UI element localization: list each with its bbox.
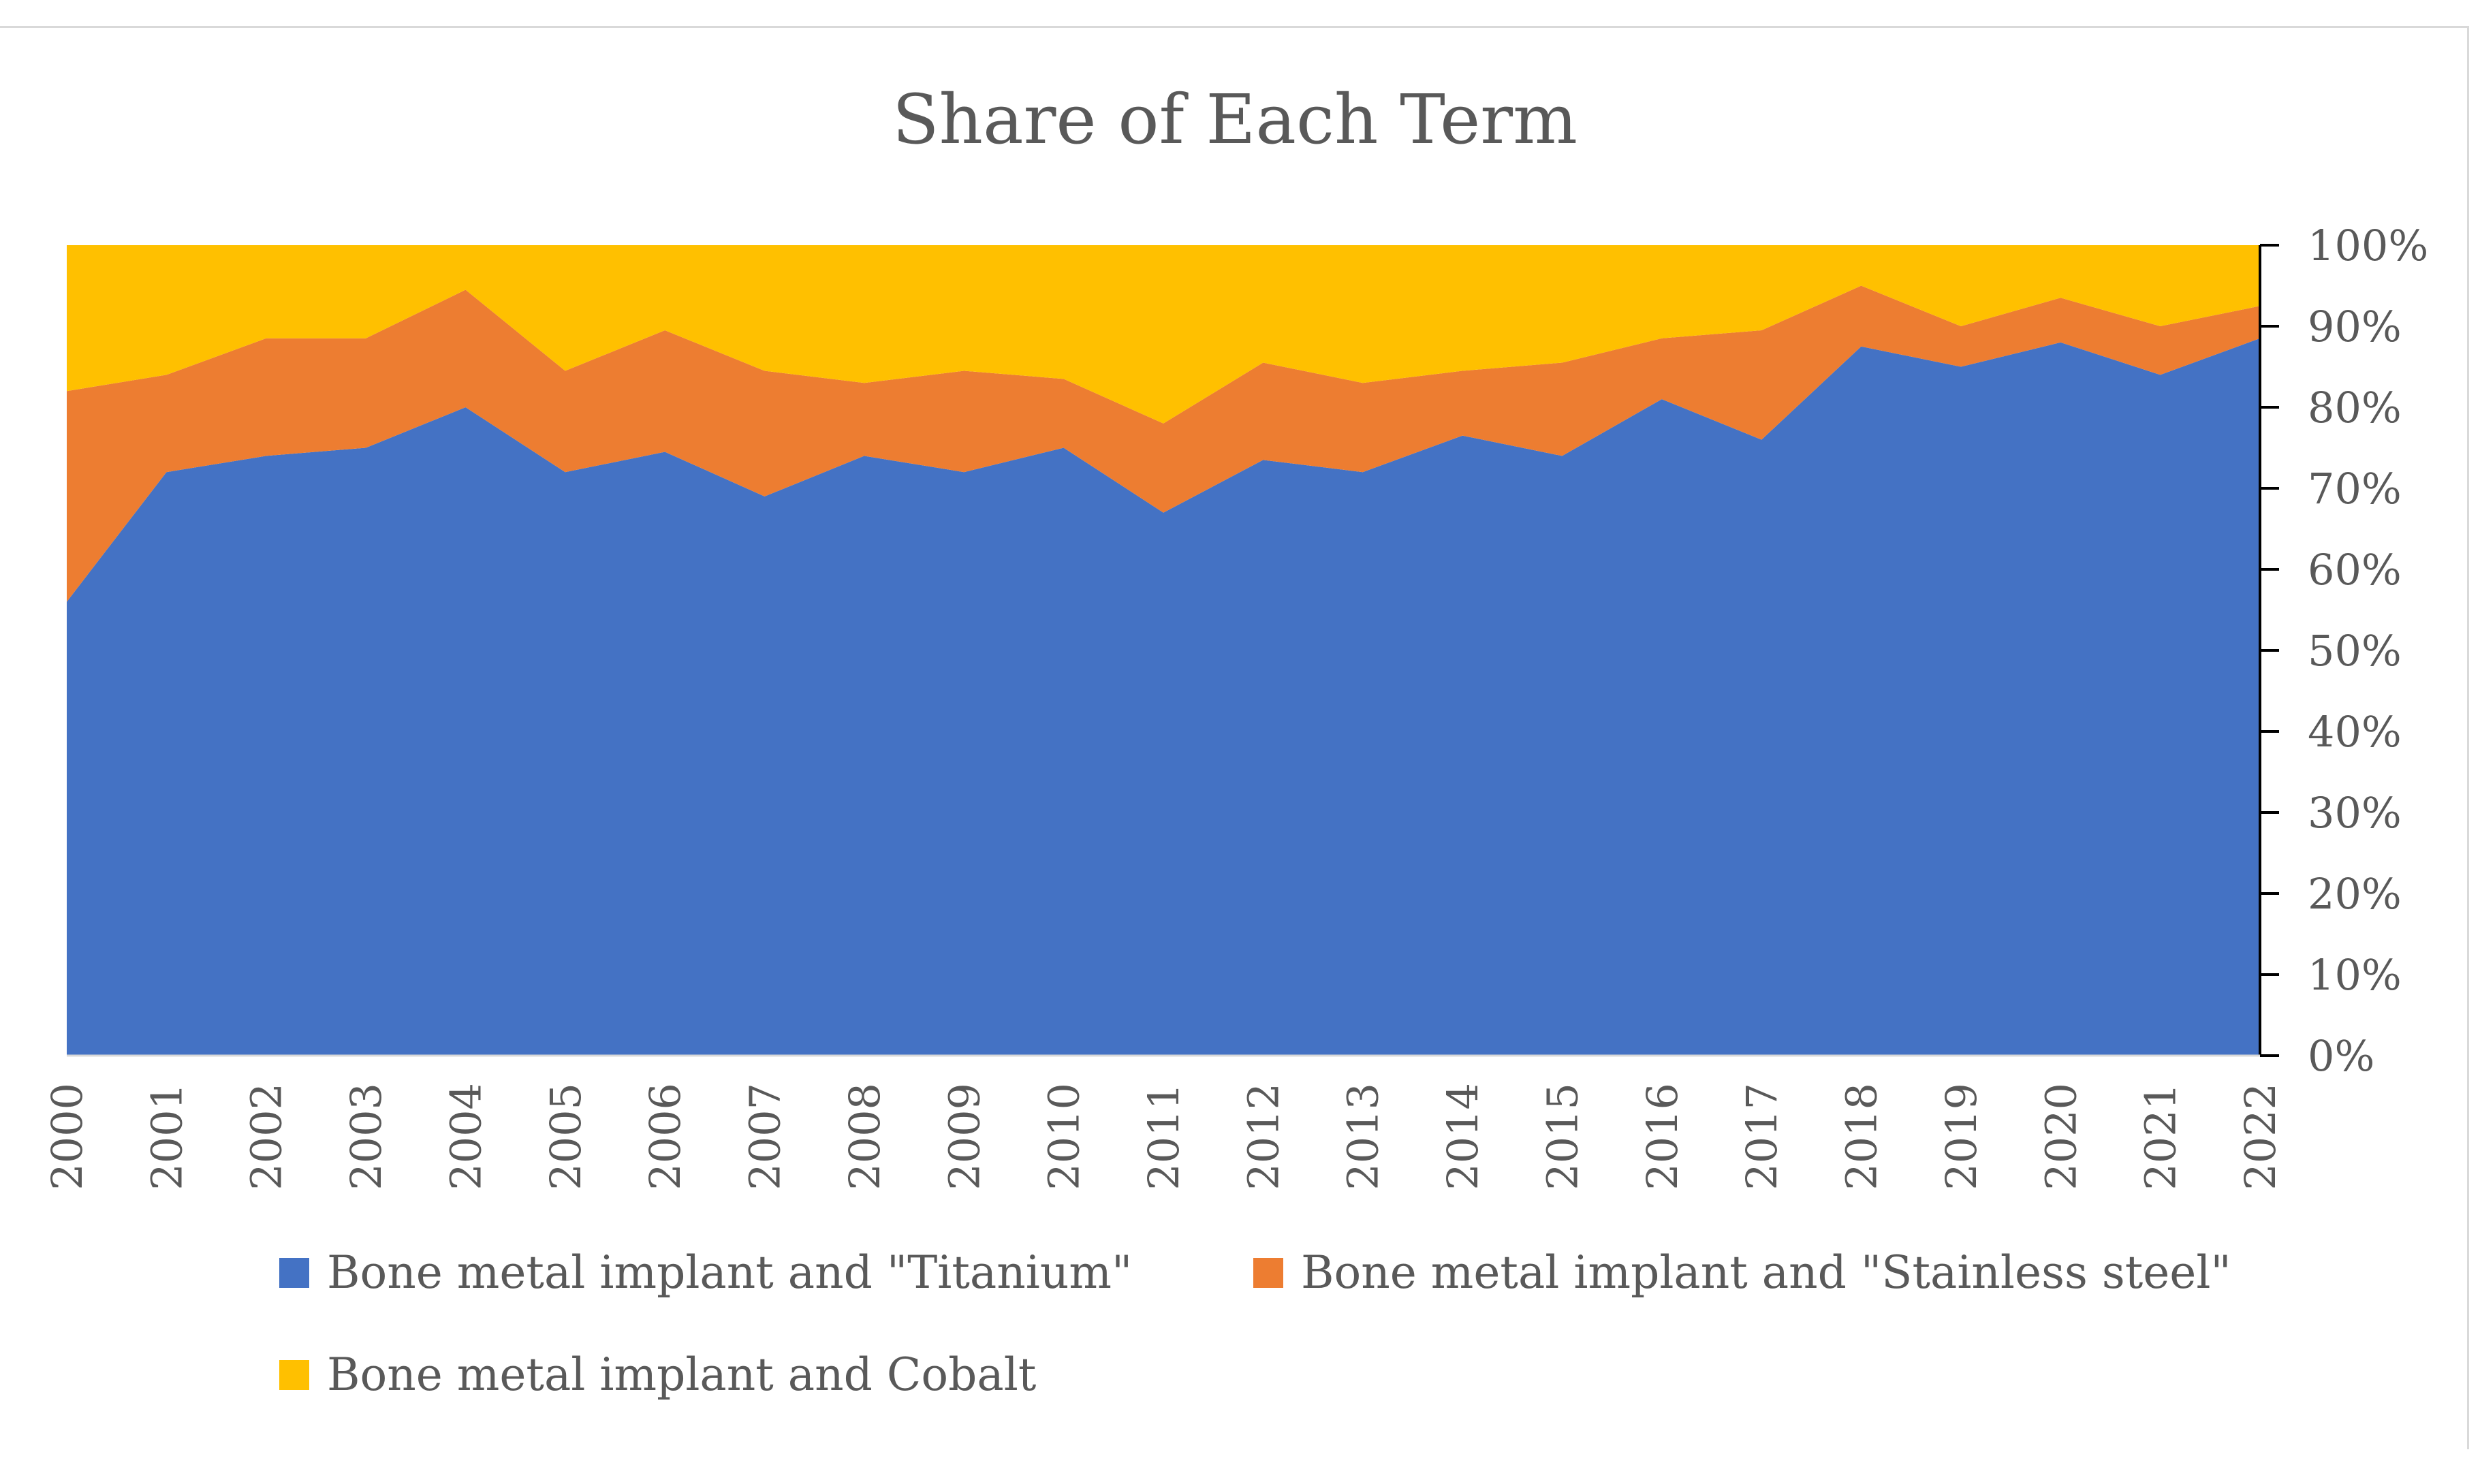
x-tick-label: 2004	[441, 1083, 491, 1190]
y-tick-label: 0%	[2308, 1031, 2374, 1081]
legend-item-titanium[interactable]: Bone metal implant and "Titanium"	[279, 1246, 1132, 1299]
x-tick-label: 2016	[1637, 1083, 1687, 1190]
area-series-cobalt[interactable]	[67, 245, 2260, 424]
x-axis: 2000 2001 2002 2003 2004 2005 2006 2007 2008 2009…	[42, 1054, 2285, 1190]
area-series-titanium[interactable]	[67, 338, 2260, 1056]
legend-label-cobalt: Bone metal implant and Cobalt	[327, 1348, 1037, 1401]
x-tick-label: 2017	[1737, 1083, 1787, 1190]
area-series-stainless-steel[interactable]	[67, 285, 2260, 602]
x-tick-label: 2010	[1039, 1083, 1089, 1190]
legend-item-cobalt[interactable]: Bone metal implant and Cobalt	[279, 1348, 1036, 1401]
x-tick-label: 2007	[740, 1083, 790, 1190]
x-tick-label: 2013	[1338, 1083, 1388, 1190]
y-tick-label: 10%	[2308, 950, 2402, 1000]
y-tick-label: 60%	[2308, 545, 2402, 595]
x-tick-label: 2018	[1837, 1083, 1887, 1190]
y-tick-label: 50%	[2308, 626, 2402, 676]
legend-item-stainless-steel[interactable]: Bone metal implant and "Stainless steel"	[1253, 1246, 2231, 1299]
y-tick-label: 20%	[2308, 869, 2402, 919]
x-tick-label: 2000	[42, 1083, 92, 1190]
x-tick-label: 2008	[840, 1083, 890, 1190]
x-tick-label: 2021	[2136, 1083, 2186, 1190]
x-tick-label: 2009	[939, 1083, 989, 1190]
legend-label-titanium: Bone metal implant and "Titanium"	[327, 1246, 1133, 1299]
y-tick-label: 40%	[2308, 707, 2402, 757]
x-tick-label: 2022	[2235, 1083, 2285, 1190]
x-tick-label: 2014	[1438, 1083, 1488, 1190]
x-tick-label: 2003	[341, 1083, 391, 1190]
legend-swatch-cobalt	[279, 1359, 309, 1390]
x-tick-label: 2002	[242, 1083, 292, 1190]
area-series-group	[67, 245, 2260, 1056]
y-tick-label: 100%	[2308, 221, 2428, 270]
x-tick-label: 2019	[1936, 1083, 1986, 1190]
x-tick-label: 2012	[1238, 1083, 1288, 1190]
y-tick-label: 70%	[2308, 464, 2402, 514]
y-tick-label: 80%	[2308, 383, 2402, 432]
y-tick-label: 90%	[2308, 302, 2402, 351]
x-tick-label: 2001	[142, 1083, 191, 1190]
legend-label-stainless-steel: Bone metal implant and "Stainless steel"	[1301, 1246, 2231, 1299]
x-tick-label: 2015	[1538, 1083, 1588, 1190]
legend-swatch-stainless-steel	[1253, 1257, 1283, 1288]
x-tick-label: 2006	[640, 1083, 690, 1190]
x-tick-label: 2011	[1139, 1083, 1189, 1190]
x-tick-label: 2020	[2036, 1083, 2086, 1190]
legend-swatch-titanium	[279, 1257, 309, 1288]
x-tick-label: 2005	[541, 1083, 591, 1190]
chart-title: Share of Each Term	[892, 80, 1578, 159]
chart-frame	[0, 26, 2469, 1449]
y-tick-label: 30%	[2308, 788, 2402, 838]
y-axis: 0% 10% 20% 30% 40% 50% 60% 70% 80% 90% 100%	[2259, 221, 2428, 1081]
